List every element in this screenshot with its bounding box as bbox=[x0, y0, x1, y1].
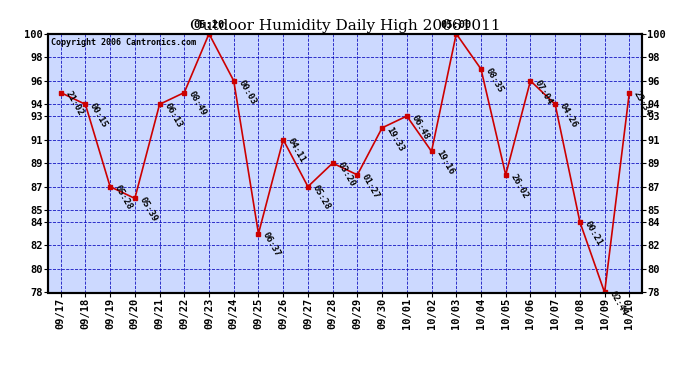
Text: 02:44: 02:44 bbox=[607, 290, 629, 318]
Text: 00:21: 00:21 bbox=[582, 219, 604, 247]
Text: 05:20: 05:20 bbox=[193, 20, 225, 30]
Text: 08:35: 08:35 bbox=[484, 66, 505, 94]
Text: 05:39: 05:39 bbox=[137, 196, 159, 223]
Text: 05:28: 05:28 bbox=[310, 184, 332, 211]
Text: 00:03: 00:03 bbox=[237, 78, 258, 106]
Text: 08:49: 08:49 bbox=[187, 90, 208, 117]
Text: 23:34: 23:34 bbox=[632, 90, 653, 117]
Text: 06:37: 06:37 bbox=[262, 231, 282, 259]
Text: 07:04: 07:04 bbox=[533, 78, 555, 106]
Text: 04:11: 04:11 bbox=[286, 137, 307, 165]
Text: 19:16: 19:16 bbox=[434, 148, 455, 176]
Text: 01:27: 01:27 bbox=[360, 172, 382, 200]
Text: 19:33: 19:33 bbox=[385, 125, 406, 153]
Text: Copyright 2006 Cantronics.com: Copyright 2006 Cantronics.com bbox=[51, 38, 196, 46]
Text: 05:00: 05:00 bbox=[441, 20, 472, 30]
Text: 03:20: 03:20 bbox=[335, 160, 357, 188]
Text: 04:26: 04:26 bbox=[558, 102, 579, 129]
Title: Outdoor Humidity Daily High 20061011: Outdoor Humidity Daily High 20061011 bbox=[190, 19, 500, 33]
Text: 06:13: 06:13 bbox=[162, 102, 184, 129]
Text: 00:15: 00:15 bbox=[88, 102, 110, 129]
Text: 21:02: 21:02 bbox=[63, 90, 85, 117]
Text: 06:48: 06:48 bbox=[410, 113, 431, 141]
Text: 05:28: 05:28 bbox=[113, 184, 134, 211]
Text: 26:02: 26:02 bbox=[509, 172, 530, 200]
